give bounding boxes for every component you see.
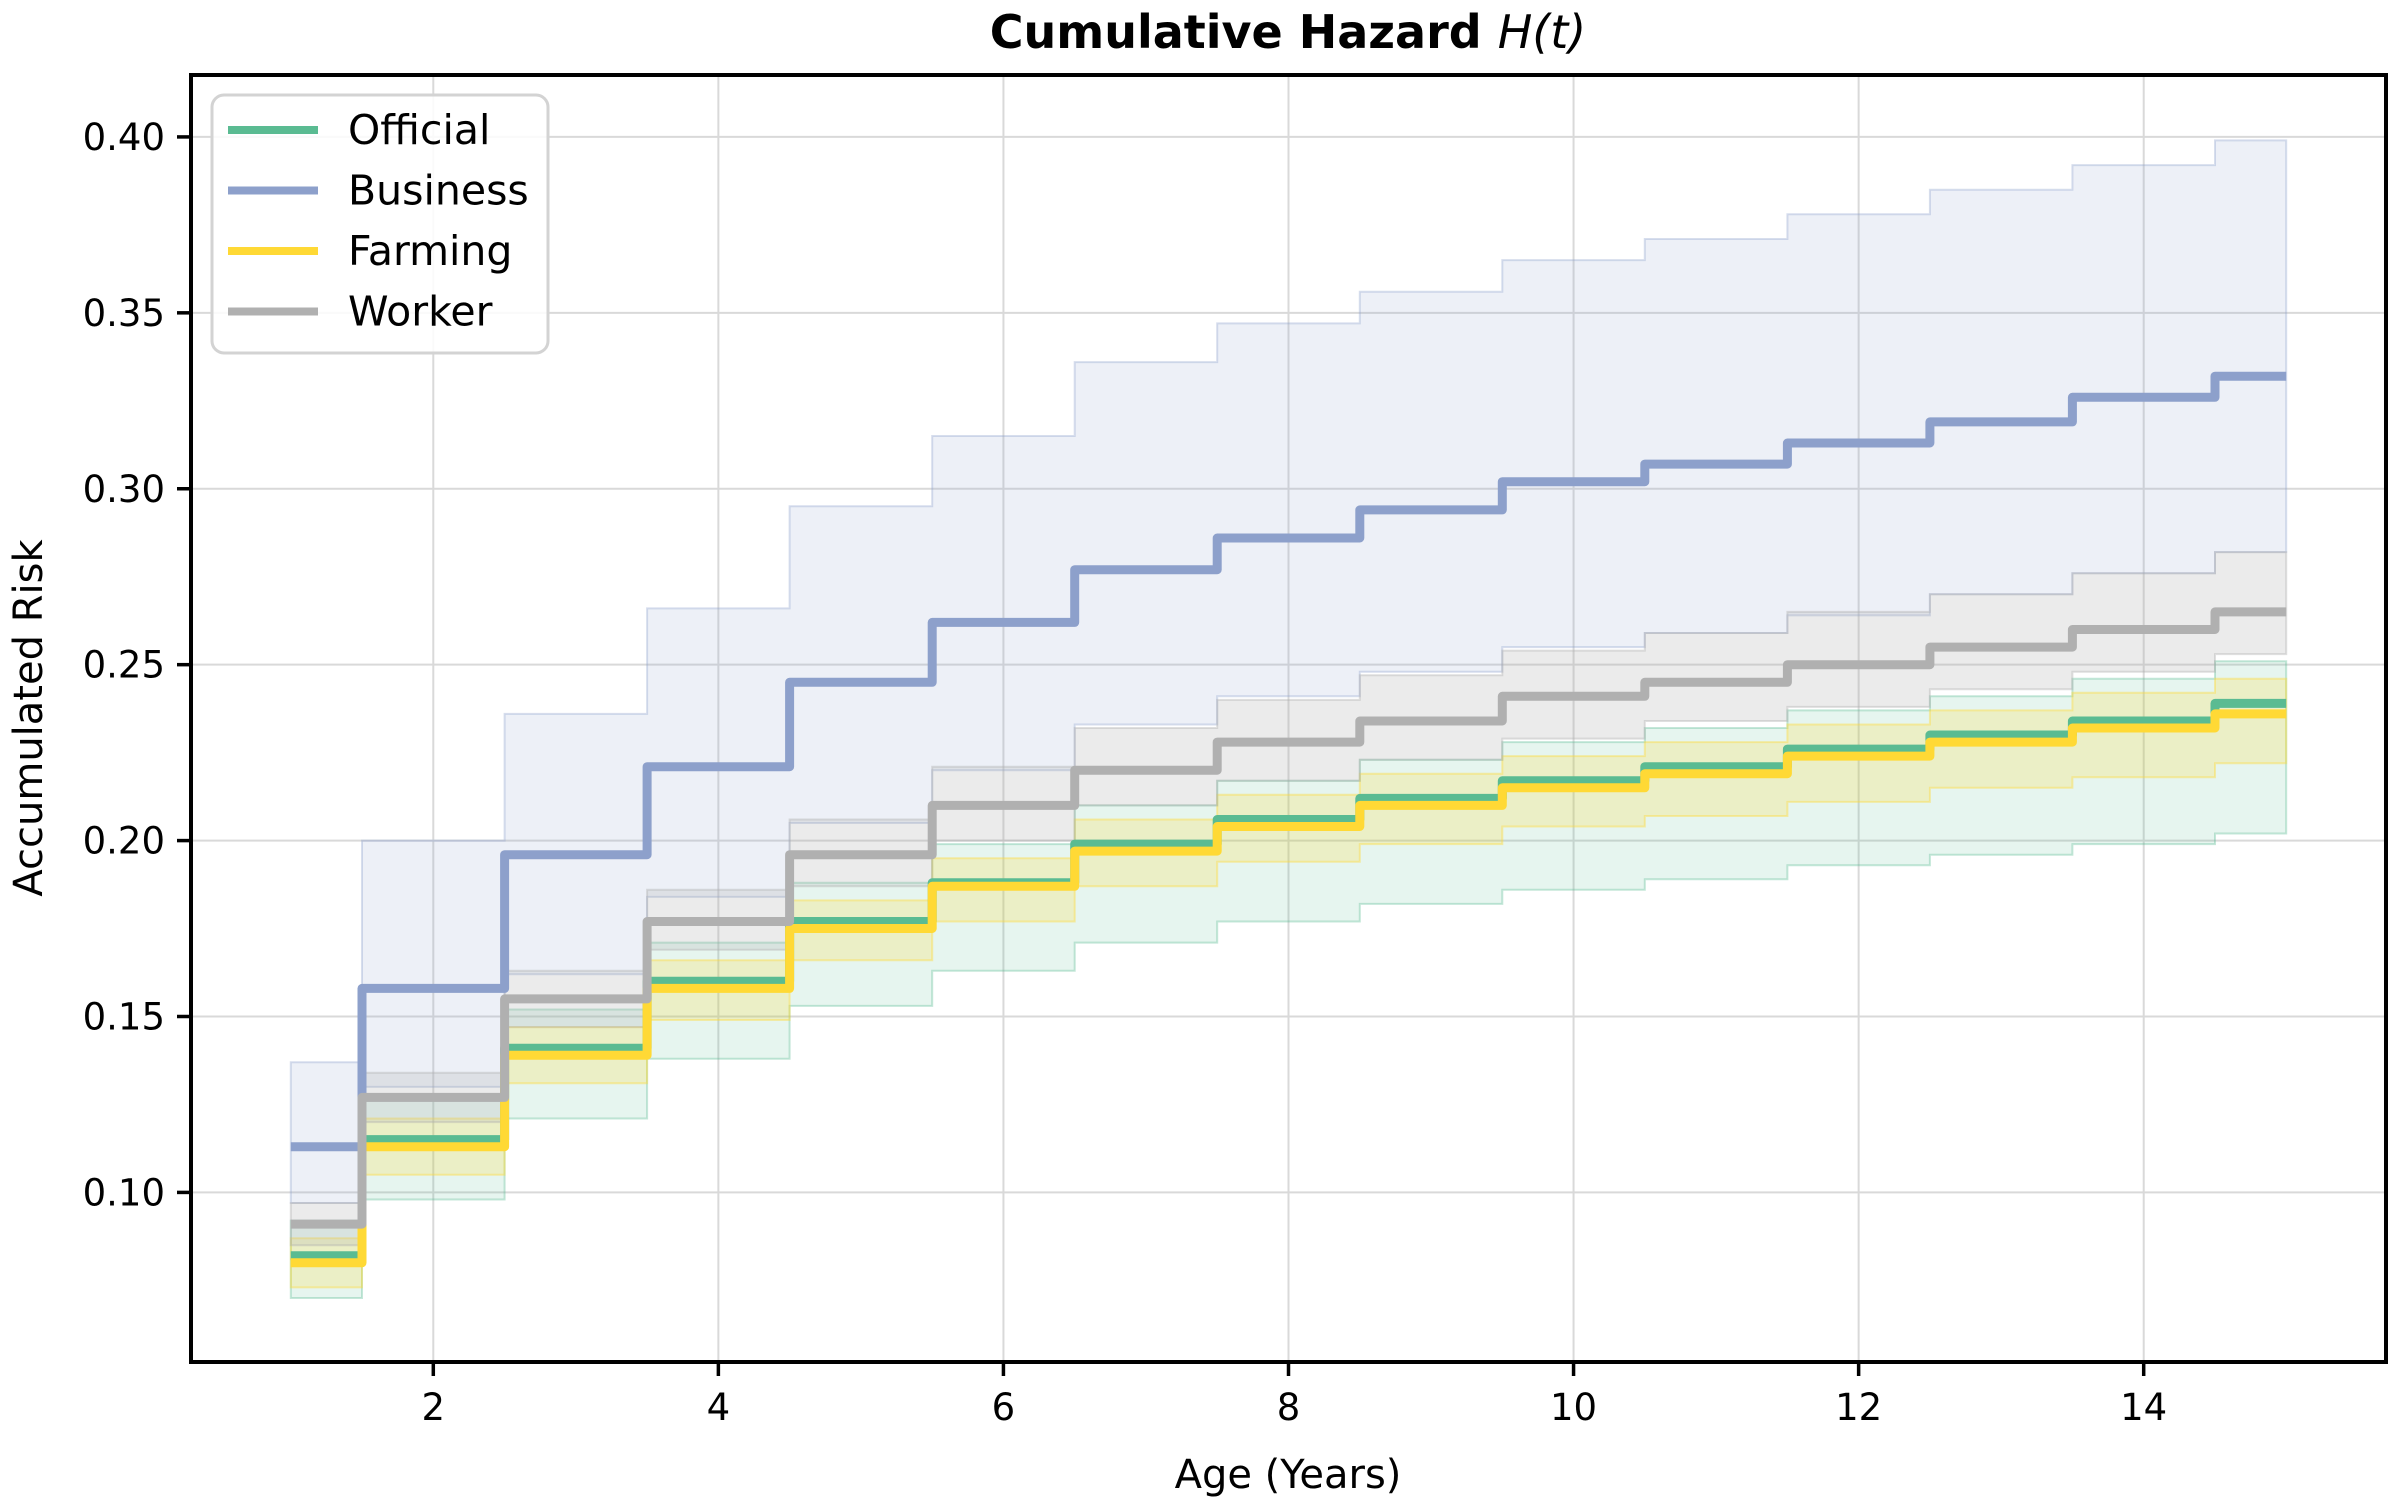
legend-label-business: Business [348, 167, 529, 215]
y-axis-label: Accumulated Risk [6, 539, 52, 897]
x-tick-label: 6 [992, 1386, 1016, 1429]
step-line-worker [290, 607, 2287, 1229]
axes-spines-ticks [177, 73, 2388, 1376]
legend: Official Business Farming Worker [210, 93, 550, 355]
y-tick-label: 0.20 [83, 820, 165, 863]
step-line-farming [290, 709, 2287, 1268]
x-tick-label: 4 [707, 1386, 731, 1429]
chart-title-math: H(t) [1498, 5, 1587, 59]
hazard-step-lines [290, 371, 2287, 1268]
x-tick-label: 2 [422, 1386, 446, 1429]
grid-lines [191, 75, 2386, 1362]
x-tick-label: 10 [1550, 1386, 1597, 1429]
y-tick-label: 0.35 [83, 292, 165, 335]
chart-title: Cumulative Hazard H(t) [990, 5, 1586, 59]
legend-box [210, 93, 550, 355]
step-line-business [290, 371, 2287, 1152]
legend-label-official: Official [348, 106, 490, 154]
x-tick-label: 14 [2120, 1386, 2167, 1429]
step-line-official [290, 698, 2287, 1261]
y-tick-label: 0.10 [83, 1171, 165, 1214]
y-tick-label: 0.40 [83, 116, 165, 159]
legend-label-worker: Worker [348, 288, 493, 336]
y-tick-label: 0.15 [83, 996, 165, 1039]
chart-title-main: Cumulative Hazard [990, 5, 1498, 59]
x-tick-label: 12 [1835, 1386, 1882, 1429]
x-tick-label: 8 [1277, 1386, 1301, 1429]
y-tick-label: 0.25 [83, 644, 165, 687]
x-axis-label: Age (Years) [1175, 1452, 1402, 1498]
legend-label-farming: Farming [348, 227, 512, 275]
y-tick-label: 0.30 [83, 468, 165, 511]
tick-labels: 2 4 6 8 10 12 14 0.10 0.15 0.20 0.25 0.30 0.35 0.40 [83, 116, 2168, 1429]
